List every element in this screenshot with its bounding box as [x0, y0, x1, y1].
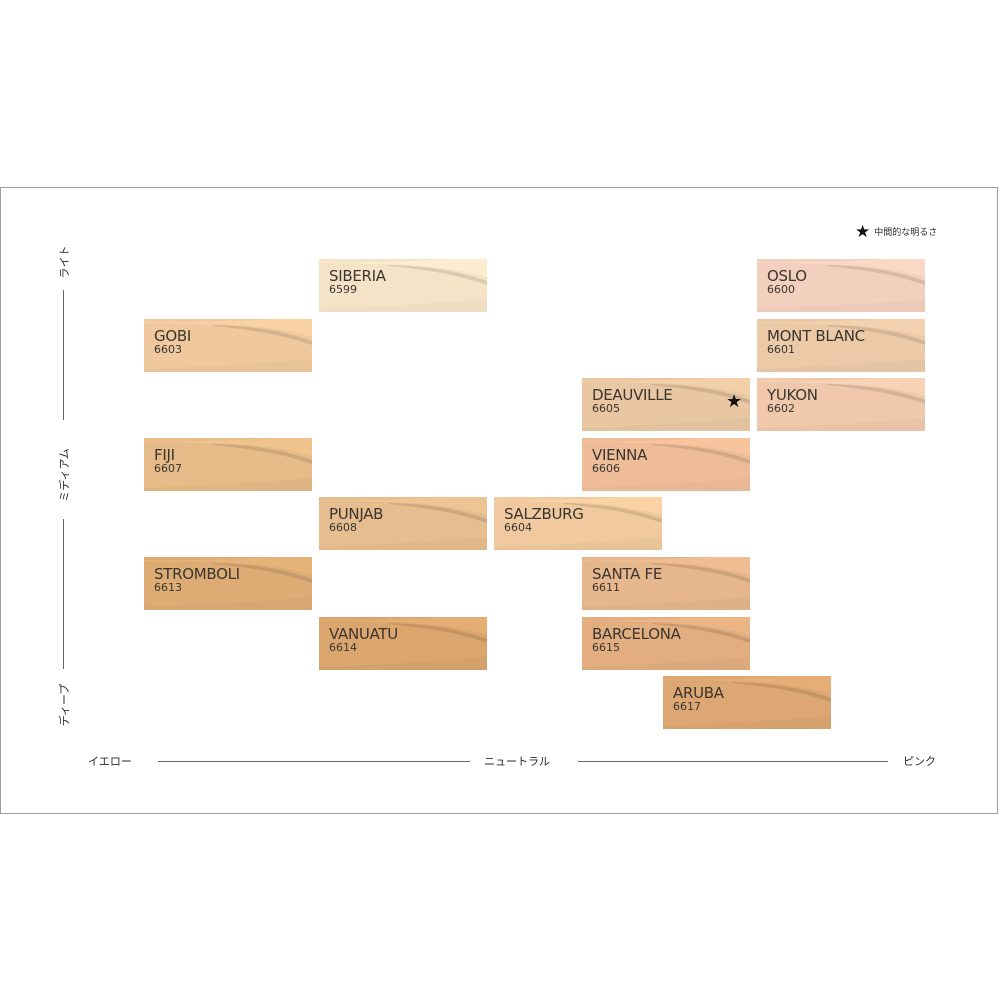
swatch-fold-texture	[582, 438, 750, 491]
x-axis-line-right	[578, 761, 888, 762]
x-axis-line-left	[158, 761, 470, 762]
swatch-yukon: YUKON 6602	[757, 378, 925, 431]
swatch-fold-texture	[494, 497, 662, 550]
swatch-fold-texture	[757, 259, 925, 312]
swatch-code: 6611	[592, 581, 620, 594]
swatch-fiji: FIJI 6607	[144, 438, 312, 491]
star-icon: ★	[726, 391, 743, 412]
swatch-stromboli: STROMBOLI 6613	[144, 557, 312, 610]
swatch-code: 6603	[154, 343, 182, 356]
swatch-name: MONT BLANC	[767, 327, 865, 345]
swatch-salzburg: SALZBURG 6604	[494, 497, 662, 550]
swatch-name: STROMBOLI	[154, 565, 240, 583]
swatch-mont-blanc: MONT BLANC 6601	[757, 319, 925, 372]
swatch-fold-texture	[663, 676, 831, 729]
swatch-fold-texture	[319, 259, 487, 312]
swatch-name: SIBERIA	[329, 267, 386, 285]
swatch-fold-texture	[144, 438, 312, 491]
swatch-name: VIENNA	[592, 446, 648, 464]
swatch-barcelona: BARCELONA 6615	[582, 617, 750, 670]
swatch-code: 6602	[767, 402, 795, 415]
swatch-name: DEAUVILLE	[592, 386, 673, 404]
swatch-code: 6614	[329, 641, 357, 654]
swatch-code: 6605	[592, 402, 620, 415]
swatch-santa-fe: SANTA FE 6611	[582, 557, 750, 610]
swatch-name: PUNJAB	[329, 505, 384, 523]
swatch-fold-texture	[144, 557, 312, 610]
y-axis-label-middle: ミディアム	[58, 448, 71, 502]
swatch-fold-texture	[582, 617, 750, 670]
swatch-code: 6604	[504, 521, 532, 534]
swatch-code: 6617	[673, 700, 701, 713]
swatch-name: YUKON	[767, 386, 818, 404]
swatch-fold-texture	[319, 617, 487, 670]
swatch-code: 6606	[592, 462, 620, 475]
swatch-fold-texture	[582, 557, 750, 610]
swatch-fold-texture	[144, 319, 312, 372]
y-axis-line-upper	[63, 290, 64, 420]
swatch-fold-texture	[757, 378, 925, 431]
swatch-name: GOBI	[154, 327, 191, 345]
x-axis-label-right: ピンク	[903, 755, 936, 768]
swatch-code: 6599	[329, 283, 357, 296]
swatch-code: 6607	[154, 462, 182, 475]
swatch-code: 6613	[154, 581, 182, 594]
swatch-name: VANUATU	[329, 625, 398, 643]
swatch-name: ARUBA	[673, 684, 724, 702]
star-icon: ★	[855, 222, 871, 242]
y-axis-line-lower	[63, 519, 64, 669]
swatch-fold-texture	[319, 497, 487, 550]
legend: ★ 中間的な明るさ	[855, 222, 937, 242]
y-axis-label-top: ライト	[58, 245, 71, 279]
swatch-vienna: VIENNA 6606	[582, 438, 750, 491]
swatch-aruba: ARUBA 6617	[663, 676, 831, 729]
swatch-code: 6600	[767, 283, 795, 296]
swatch-oslo: OSLO 6600	[757, 259, 925, 312]
swatch-vanuatu: VANUATU 6614	[319, 617, 487, 670]
swatch-name: SALZBURG	[504, 505, 584, 523]
swatch-deauville: DEAUVILLE 6605 ★	[582, 378, 750, 431]
swatch-code: 6615	[592, 641, 620, 654]
swatch-fold-texture	[582, 378, 750, 431]
x-axis-label-left: イエロー	[88, 755, 132, 768]
y-axis-label-bottom: ディープ	[58, 683, 71, 727]
swatch-fold-texture	[757, 319, 925, 372]
swatch-name: OSLO	[767, 267, 807, 285]
swatch-name: FIJI	[154, 446, 175, 464]
swatch-code: 6608	[329, 521, 357, 534]
swatch-code: 6601	[767, 343, 795, 356]
legend-label: 中間的な明るさ	[874, 228, 938, 238]
swatch-siberia: SIBERIA 6599	[319, 259, 487, 312]
x-axis-label-center: ニュートラル	[484, 755, 550, 768]
swatch-name: BARCELONA	[592, 625, 681, 643]
swatch-name: SANTA FE	[592, 565, 663, 583]
swatch-punjab: PUNJAB 6608	[319, 497, 487, 550]
swatch-gobi: GOBI 6603	[144, 319, 312, 372]
